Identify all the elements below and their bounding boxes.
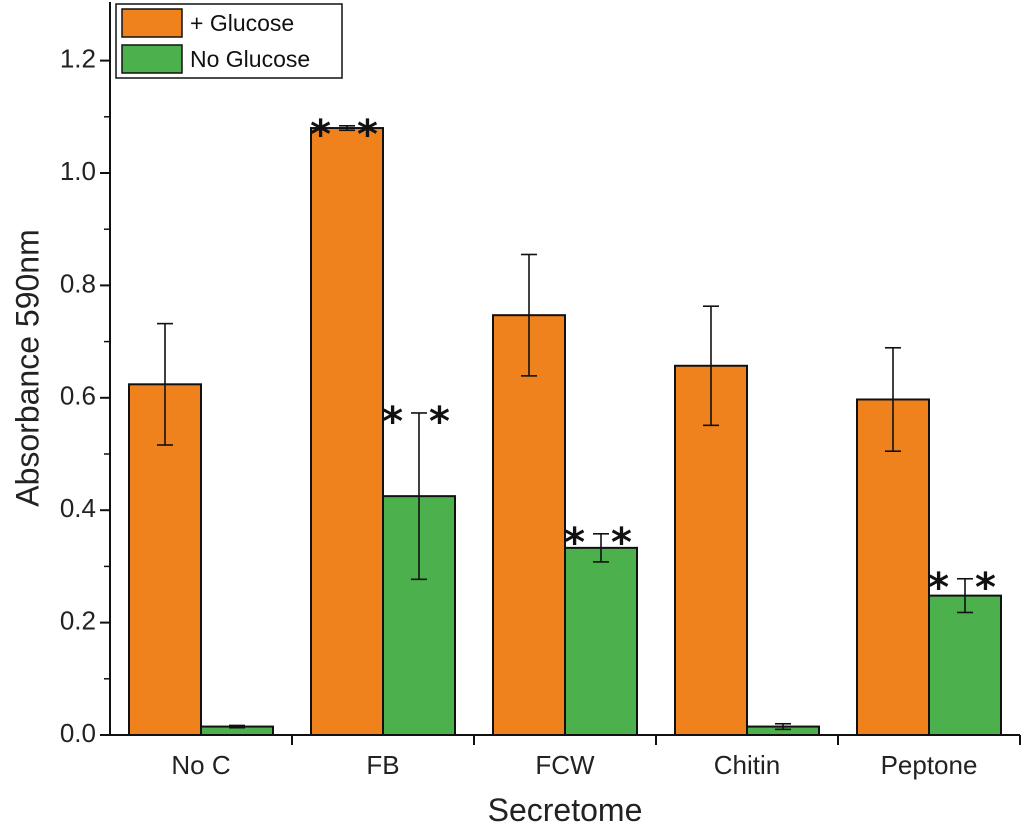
bar-glucose bbox=[492, 314, 566, 736]
legend-swatch-glucose bbox=[121, 8, 183, 38]
error-bars-layer bbox=[157, 124, 973, 731]
significance-marker: * * bbox=[310, 112, 384, 158]
y-tick-label: 0.4 bbox=[60, 493, 96, 523]
significance-marker: * * bbox=[564, 520, 638, 566]
significance-marker: * * bbox=[382, 399, 456, 445]
y-axis-title: Absorbance 590nm bbox=[9, 229, 45, 507]
significance-marker: * * bbox=[928, 565, 1002, 611]
x-tick-label: FCW bbox=[535, 750, 595, 780]
y-tick-label: 1.2 bbox=[60, 43, 96, 73]
x-axis-title: Secretome bbox=[488, 792, 643, 828]
y-tick-label: 0.6 bbox=[60, 381, 96, 411]
y-tick-label: 0.2 bbox=[60, 605, 96, 635]
y-ticks-layer: 0.0 0.2 0.4 0.6 0.8 1.0 1.2 bbox=[60, 43, 110, 748]
bar-glucose bbox=[310, 127, 384, 737]
x-tick-label: FB bbox=[366, 750, 399, 780]
y-tick-label: 0.0 bbox=[60, 718, 96, 748]
legend-swatch-no-glucose bbox=[121, 44, 183, 74]
y-tick-label: 1.0 bbox=[60, 156, 96, 186]
x-tick-label: Chitin bbox=[714, 750, 780, 780]
bar-no-glucose bbox=[928, 594, 1002, 737]
y-tick-label: 0.8 bbox=[60, 268, 96, 298]
legend-label-glucose: + Glucose bbox=[190, 10, 294, 36]
x-ticks-layer: No C FB FCW Chitin Peptone bbox=[171, 735, 1021, 780]
legend-label-no-glucose: No Glucose bbox=[190, 46, 310, 72]
x-tick-label: Peptone bbox=[881, 750, 978, 780]
significance-layer: * * * * * * * * bbox=[310, 112, 1002, 611]
bars-layer bbox=[128, 127, 1002, 737]
x-tick-label: No C bbox=[171, 750, 230, 780]
bar-no-glucose bbox=[564, 546, 638, 736]
bar-glucose bbox=[674, 364, 748, 736]
legend: + Glucose No Glucose bbox=[115, 3, 343, 79]
